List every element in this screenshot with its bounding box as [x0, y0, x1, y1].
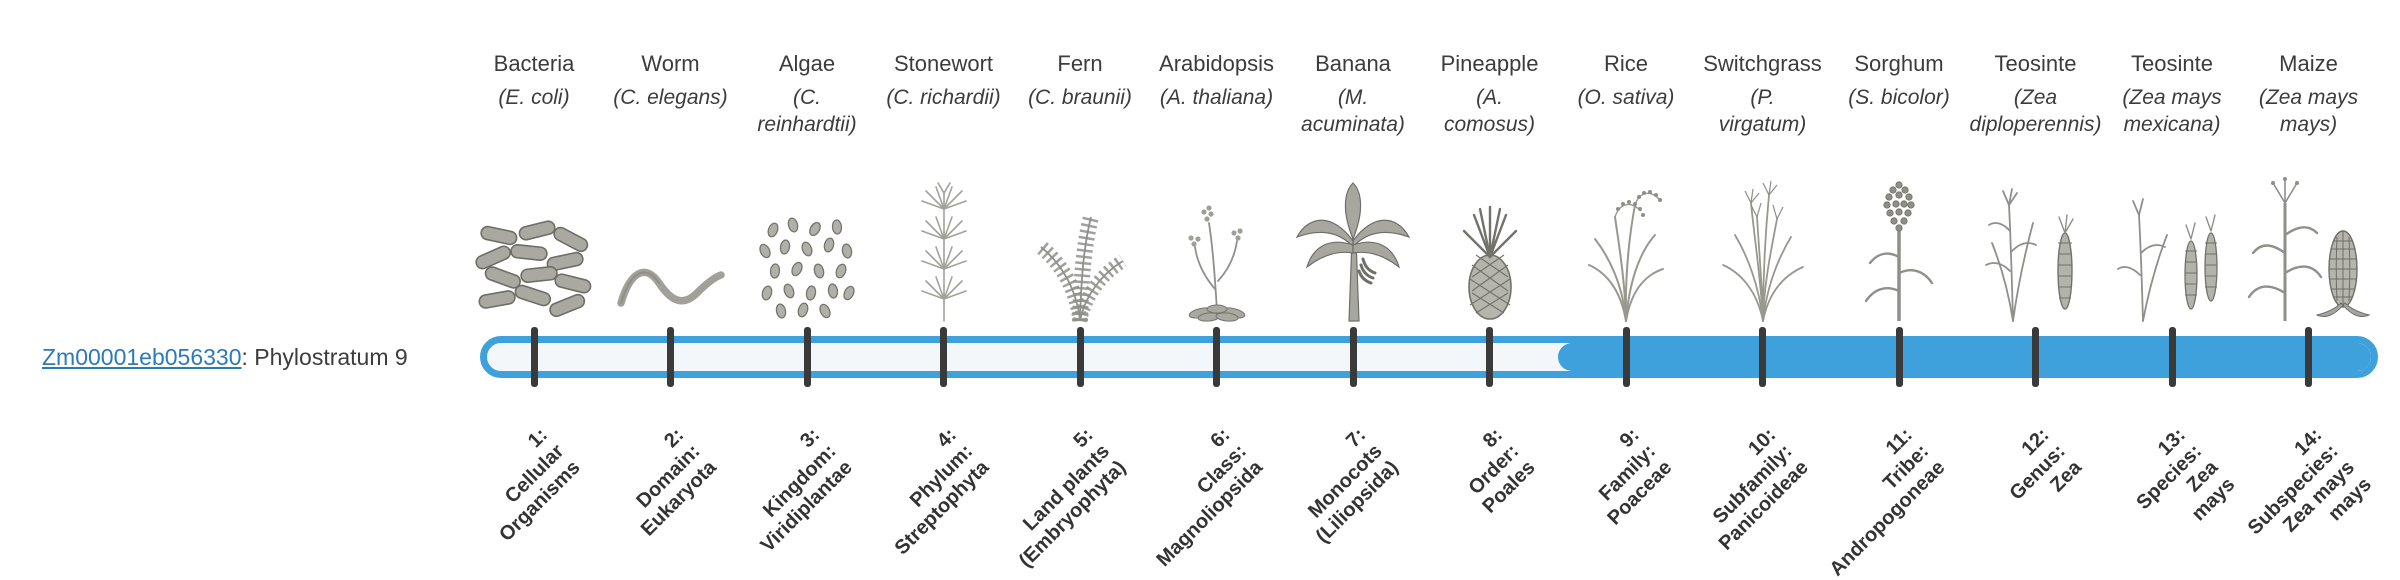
organism-column: Arabidopsis (A. thaliana)	[1142, 50, 1292, 323]
organism-scientific-name: (Zea mays mays)	[2258, 85, 2359, 136]
maize-icon	[2234, 138, 2384, 323]
stratum-label: 1: Cellular Organisms	[494, 424, 585, 547]
tick-mark	[1213, 327, 1220, 387]
organism-scientific-name: (A. comosus)	[1443, 85, 1536, 136]
worm-icon	[596, 111, 746, 323]
gene-label-suffix: : Phylostratum 9	[241, 344, 408, 370]
organism-name: Arabidopsis	[1159, 51, 1274, 76]
organism-column: Bacteria (E. coli)	[459, 50, 609, 323]
organism-column: Teosinte (Zea mays mexicana)	[2097, 50, 2247, 323]
organism-scientific-name: (Zea diploperennis)	[1969, 85, 2102, 136]
organism-column: Stonewort (C. richardii)	[869, 50, 1019, 323]
organism-name: Pineapple	[1440, 51, 1539, 76]
organism-scientific-name: (C. richardii)	[886, 85, 1001, 109]
organism-column: Sorghum (S. bicolor)	[1824, 50, 1974, 323]
organism-column: Pineapple (A. comosus)	[1415, 50, 1565, 323]
organism-scientific-name: (M. acuminata)	[1301, 85, 1405, 136]
stratum-label: 14: Subspecies: Zea mays mays	[2243, 424, 2376, 540]
stratum-label: 3: Kingdom: Viridiplantae	[757, 424, 858, 557]
stratum-label: 6: Class: Magnoliopsida	[1152, 424, 1267, 572]
stonewort-icon	[869, 111, 1019, 323]
tick-mark	[1486, 327, 1493, 387]
fern-icon	[1005, 111, 1155, 323]
pineapple-icon	[1415, 138, 1565, 323]
tick-mark	[2032, 327, 2039, 387]
organism-scientific-name: (E. coli)	[498, 85, 570, 109]
tick-mark	[1759, 327, 1766, 387]
stratum-label: 2: Domain: Eukaryota	[632, 424, 721, 541]
stratum-label: 8: Order: Poales	[1464, 424, 1540, 518]
arabidopsis-icon	[1142, 111, 1292, 323]
tick-mark	[1622, 327, 1630, 387]
tick-mark	[1076, 327, 1084, 387]
tick-mark	[1895, 327, 1903, 387]
organism-name: Banana	[1315, 51, 1391, 76]
organism-scientific-name: (O. sativa)	[1577, 85, 1675, 109]
organism-scientific-name: (S. bicolor)	[1848, 85, 1950, 109]
stratum-label: 13: Species: Zea mays	[2132, 424, 2239, 525]
organism-column: Teosinte (Zea diploperennis)	[1961, 50, 2111, 323]
organism-scientific-name: (C. elegans)	[613, 85, 728, 109]
organism-scientific-name: (C. reinhardtii)	[757, 85, 857, 136]
stratum-label: 9: Family: Poaceae	[1594, 424, 1677, 530]
tick-mark	[530, 327, 538, 387]
stratum-label: 4: Phylum: Streptophyta	[891, 424, 994, 560]
organism-column: Banana (M. acuminata)	[1278, 50, 1428, 323]
organism-name: Sorghum	[1854, 51, 1944, 76]
organism-name: Teosinte	[1994, 51, 2077, 76]
teosinte-diplo-icon	[1961, 138, 2111, 323]
gene-link[interactable]: Zm00001eb056330	[42, 344, 242, 370]
banana-icon	[1278, 138, 1428, 323]
organism-name: Algae	[778, 51, 836, 76]
organism-column: Worm (C. elegans)	[596, 50, 746, 323]
organism-column: Maize (Zea mays mays)	[2234, 50, 2384, 323]
organism-scientific-name: (A. thaliana)	[1159, 85, 1274, 109]
bacteria-icon	[459, 111, 609, 323]
organism-name: Stonewort	[893, 51, 994, 76]
organism-scientific-name: (P. virgatum)	[1718, 85, 1807, 136]
organism-name: Bacteria	[493, 51, 575, 76]
organism-scientific-name: (Zea mays mexicana)	[2122, 85, 2222, 136]
tick-mark	[667, 327, 674, 387]
switchgrass-icon	[1688, 138, 1838, 323]
teosinte-mex-icon	[2097, 138, 2247, 323]
stratum-label: 7: Monocots (Liliopsida)	[1304, 424, 1404, 548]
organism-name: Worm	[641, 51, 700, 76]
stratum-label: 11: Tribe: Andropogoneae	[1825, 424, 1950, 580]
rice-icon	[1551, 111, 1701, 323]
tick-mark	[940, 327, 947, 387]
organism-name: Fern	[1057, 51, 1103, 76]
organism-column: Switchgrass (P. virgatum)	[1688, 50, 1838, 323]
organism-name: Rice	[1603, 51, 1648, 76]
stratum-label: 5: Land plants (Embryophyta)	[1015, 424, 1131, 573]
tick-mark	[803, 327, 811, 387]
timeline-highlight-fill	[1557, 343, 2371, 371]
organism-name: Teosinte	[2131, 51, 2213, 76]
organism-column: Rice (O. sativa)	[1551, 50, 1701, 323]
sorghum-icon	[1824, 111, 1974, 323]
stratum-label: 10: Subfamily: Panicoideae	[1708, 424, 1813, 555]
tick-mark	[1349, 327, 1357, 387]
organism-name: Switchgrass	[1703, 51, 1822, 76]
organism-column: Fern (C. braunii)	[1005, 50, 1155, 323]
gene-label: Zm00001eb056330: Phylostratum 9	[42, 344, 408, 371]
organism-scientific-name: (C. braunii)	[1028, 85, 1132, 109]
algae-icon	[732, 138, 882, 323]
stratum-label: 12: Genus: Zea	[2005, 424, 2086, 505]
tick-mark	[2305, 327, 2312, 387]
organism-column: Algae (C. reinhardtii)	[732, 50, 882, 323]
tick-mark	[2168, 327, 2176, 387]
organism-name: Maize	[2279, 51, 2338, 76]
